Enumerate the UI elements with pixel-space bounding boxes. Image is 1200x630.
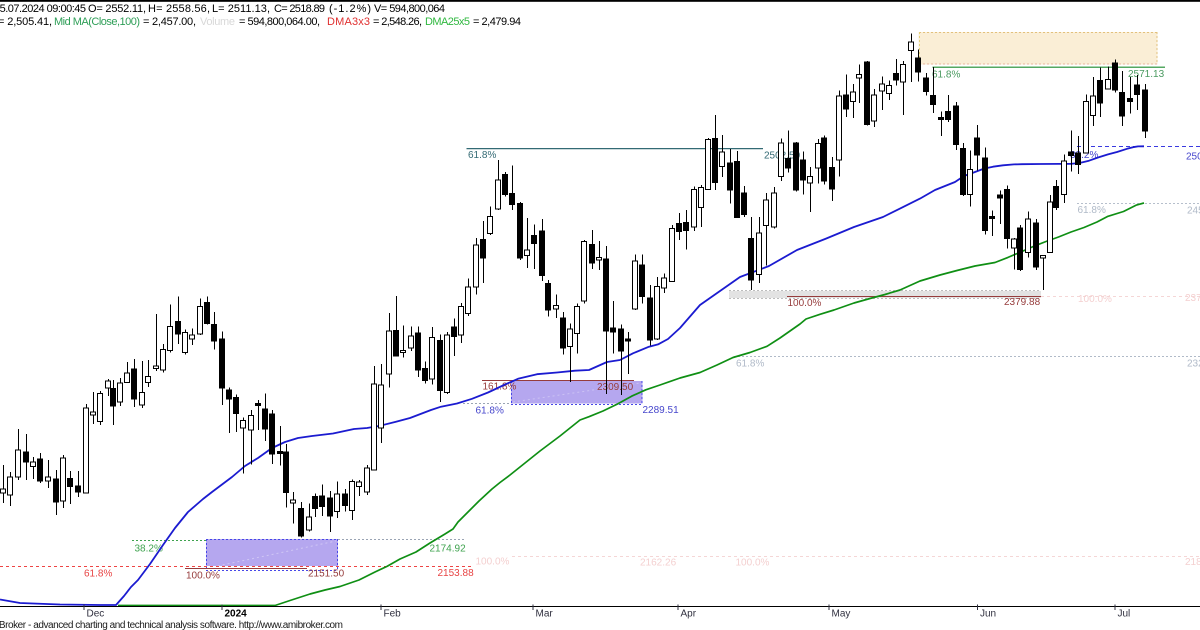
svg-text:61.8%: 61.8% [932,70,960,81]
svg-text:2024: 2024 [225,609,248,620]
svg-text:15.07.2024 09:00:45: 15.07.2024 09:00:45 [0,3,86,15]
svg-text:2289.51: 2289.51 [643,405,680,416]
svg-text:2309.50: 2309.50 [597,382,634,393]
svg-text:2322.41: 2322.41 [1187,359,1200,370]
svg-text:61.8%: 61.8% [476,406,504,417]
svg-text:= 2,505.41,: = 2,505.41, [0,16,52,28]
svg-text:C= 2518.89: C= 2518.89 [274,3,325,15]
svg-text:2505.41: 2505.41 [1186,152,1200,163]
svg-text:61.8%: 61.8% [84,569,112,580]
svg-text:100.0%: 100.0% [1078,294,1112,305]
svg-text:38.2%: 38.2% [1070,150,1098,161]
svg-text:Mar: Mar [536,609,554,620]
svg-text:Jun: Jun [980,609,996,620]
svg-text:100.0%: 100.0% [788,298,822,309]
svg-text:100.0%: 100.0% [736,558,770,569]
svg-text:DMA3x3: DMA3x3 [327,16,370,28]
svg-text:2153.88: 2153.88 [438,568,475,579]
svg-text:= 2,548.26,: = 2,548.26, [373,16,422,28]
svg-text:100.0%: 100.0% [186,571,220,582]
svg-text:38.2%: 38.2% [135,544,163,555]
svg-text:V= 594,800,064: V= 594,800,064 [374,3,445,15]
svg-text:Feb: Feb [384,609,402,620]
svg-text:= 2,457.00,: = 2,457.00, [143,16,196,28]
svg-text:2174.92: 2174.92 [430,544,467,555]
svg-text:AmiBroker - advanced charting: AmiBroker - advanced charting and techni… [0,620,343,630]
svg-text:2571.13: 2571.13 [1128,69,1165,80]
svg-text:DMA25x5: DMA25x5 [425,16,470,28]
svg-text:Apr: Apr [681,609,697,620]
svg-text:L= 2511.13,: L= 2511.13, [212,3,270,15]
svg-text:H= 2558.56,: H= 2558.56, [148,3,210,15]
svg-text:O= 2552.11,: O= 2552.11, [88,3,146,15]
svg-text:2453.77: 2453.77 [1187,206,1200,217]
svg-text:Volume: Volume [200,16,235,28]
svg-text:Dec: Dec [87,609,105,620]
svg-text:= 594,800,064.00,: = 594,800,064.00, [239,16,320,28]
svg-text:2151.50: 2151.50 [308,569,345,580]
svg-text:61.8%: 61.8% [468,150,496,161]
svg-text:2162.26: 2162.26 [640,558,677,569]
svg-text:2379.88: 2379.88 [1004,297,1041,308]
svg-text:Mid MA(Close,100): Mid MA(Close,100) [54,16,140,28]
svg-text:61.8%: 61.8% [1078,205,1106,216]
svg-text:2184.88: 2184.88 [1185,557,1200,568]
svg-text:2379.88: 2379.88 [1185,293,1200,304]
svg-text:(-1.2%): (-1.2%) [329,3,371,15]
svg-text:Jul: Jul [1118,609,1131,620]
svg-text:100.0%: 100.0% [476,557,510,568]
svg-text:May: May [832,609,851,620]
svg-text:= 2,479.94: = 2,479.94 [473,16,521,28]
svg-text:61.8%: 61.8% [736,359,764,370]
